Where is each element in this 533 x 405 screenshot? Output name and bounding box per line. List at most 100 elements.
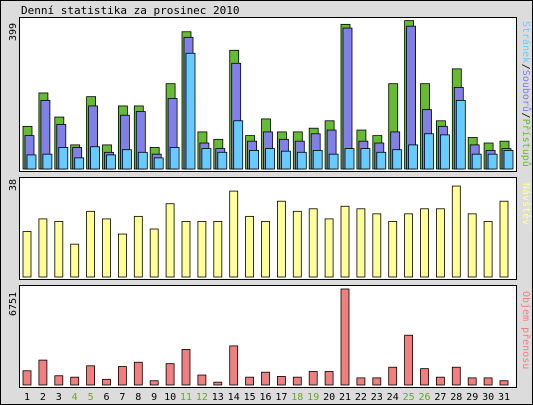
x-tick-label-2: 2 bbox=[40, 392, 46, 403]
bar-Návštěv-15 bbox=[245, 215, 255, 278]
bar-Návštěv-23 bbox=[372, 213, 382, 278]
bar-Návštěv-13 bbox=[213, 221, 223, 278]
bar-Návštěv-29 bbox=[467, 213, 477, 278]
x-tick-label-3: 3 bbox=[56, 392, 62, 403]
bar-Objem přenosu-4 bbox=[70, 376, 80, 386]
bar-Stránek-17 bbox=[280, 150, 291, 170]
bar-Objem přenosu-5 bbox=[86, 365, 95, 386]
bar-Objem přenosu-23 bbox=[372, 377, 382, 386]
bar-Návštěv-3 bbox=[54, 221, 64, 278]
bar-Návštěv-14 bbox=[229, 190, 239, 278]
bar-Objem přenosu-11 bbox=[181, 349, 191, 386]
x-tick-label-1: 1 bbox=[24, 392, 30, 403]
bar-Objem přenosu-1 bbox=[22, 370, 32, 386]
bar-Objem přenosu-13 bbox=[213, 381, 223, 386]
bar-Objem přenosu-3 bbox=[54, 375, 64, 386]
bar-Stránek-9 bbox=[153, 157, 164, 170]
bar-Návštěv-10 bbox=[165, 203, 175, 278]
legend-separator: / bbox=[520, 113, 531, 119]
bar-Stránek-7 bbox=[122, 149, 132, 170]
x-tick-label-11: 11 bbox=[180, 392, 192, 403]
bar-Objem přenosu-2 bbox=[38, 359, 48, 386]
bar-Objem přenosu-12 bbox=[197, 374, 207, 386]
bar-Návštěv-5 bbox=[86, 210, 95, 278]
x-tick-label-9: 9 bbox=[151, 392, 157, 403]
bar-Návštěv-20 bbox=[324, 218, 334, 278]
x-tick-label-26: 26 bbox=[418, 392, 430, 403]
bar-Stránek-24 bbox=[392, 149, 403, 170]
x-tick-label-16: 16 bbox=[259, 392, 271, 403]
x-tick-label-23: 23 bbox=[371, 392, 383, 403]
bar-Stránek-29 bbox=[471, 153, 482, 170]
x-tick-label-25: 25 bbox=[403, 392, 415, 403]
bar-Objem přenosu-31 bbox=[499, 380, 509, 386]
bar-Stránek-15 bbox=[249, 150, 260, 170]
bar-Objem přenosu-6 bbox=[102, 378, 111, 386]
x-tick-label-22: 22 bbox=[355, 392, 367, 403]
bar-Stránek-22 bbox=[360, 148, 371, 170]
y-max-label-activity: 399 bbox=[8, 23, 19, 41]
bar-Stránek-5 bbox=[90, 146, 100, 170]
bar-Návštěv-6 bbox=[102, 218, 111, 278]
bar-Objem přenosu-30 bbox=[483, 377, 493, 386]
x-tick-label-10: 10 bbox=[164, 392, 176, 403]
x-tick-label-31: 31 bbox=[498, 392, 510, 403]
bar-Stránek-27 bbox=[439, 134, 450, 170]
bar-Stránek-30 bbox=[487, 153, 498, 170]
x-tick-label-8: 8 bbox=[135, 392, 141, 403]
bar-Objem přenosu-9 bbox=[149, 380, 159, 386]
bar-Stránek-16 bbox=[265, 148, 275, 170]
bar-Návštěv-30 bbox=[483, 221, 493, 278]
x-tick-label-17: 17 bbox=[275, 392, 287, 403]
bar-Návštěv-25 bbox=[404, 213, 414, 278]
y-max-label-visits: 38 bbox=[8, 179, 19, 191]
bar-Stránek-18 bbox=[296, 151, 307, 170]
bar-Objem přenosu-27 bbox=[435, 376, 445, 386]
bar-Objem přenosu-18 bbox=[292, 376, 302, 386]
bar-Návštěv-24 bbox=[388, 221, 398, 278]
bar-Návštěv-16 bbox=[261, 221, 270, 278]
bar-Objem přenosu-21 bbox=[340, 288, 350, 386]
bar-Návštěv-9 bbox=[149, 228, 159, 278]
x-tick-label-4: 4 bbox=[72, 392, 78, 403]
bar-Objem přenosu-20 bbox=[324, 371, 334, 386]
x-tick-label-6: 6 bbox=[103, 392, 109, 403]
bar-Objem přenosu-17 bbox=[276, 376, 286, 386]
bar-Objem přenosu-14 bbox=[229, 345, 239, 386]
x-tick-label-14: 14 bbox=[228, 392, 240, 403]
bar-Stránek-2 bbox=[42, 153, 53, 170]
bar-Objem přenosu-19 bbox=[308, 371, 318, 386]
bar-Stránek-10 bbox=[169, 147, 180, 170]
bar-Objem přenosu-26 bbox=[420, 368, 429, 386]
bar-Stránek-28 bbox=[455, 99, 466, 170]
bar-Návštěv-26 bbox=[420, 208, 429, 278]
bar-Návštěv-2 bbox=[38, 218, 48, 278]
bar-Objem přenosu-29 bbox=[467, 377, 477, 386]
legend-visits: Návštěv bbox=[520, 183, 532, 225]
legend-separator: / bbox=[520, 64, 531, 70]
panel-traffic bbox=[19, 285, 517, 388]
bar-Návštěv-17 bbox=[276, 200, 286, 278]
x-tick-label-21: 21 bbox=[339, 392, 351, 403]
bar-Stránek-14 bbox=[233, 120, 244, 170]
y-max-label-traffic: 6751 bbox=[8, 292, 19, 316]
x-tick-label-30: 30 bbox=[482, 392, 494, 403]
x-tick-label-12: 12 bbox=[196, 392, 208, 403]
bar-Stránek-13 bbox=[217, 151, 228, 170]
bar-Návštěv-19 bbox=[308, 208, 318, 278]
bar-Objem přenosu-10 bbox=[165, 363, 175, 386]
bar-Objem přenosu-28 bbox=[451, 366, 461, 386]
bar-Stránek-21 bbox=[344, 148, 355, 170]
bar-Objem přenosu-22 bbox=[356, 377, 366, 386]
bar-Stránek-11 bbox=[185, 52, 196, 170]
x-tick-label-27: 27 bbox=[434, 392, 446, 403]
bar-Objem přenosu-7 bbox=[118, 366, 127, 386]
bar-Stránek-8 bbox=[137, 151, 148, 170]
bar-Návštěv-18 bbox=[292, 210, 302, 278]
bar-Návštěv-1 bbox=[22, 231, 32, 278]
bar-Návštěv-7 bbox=[118, 233, 127, 278]
bar-Návštěv-28 bbox=[451, 185, 461, 278]
legend-Stránek: Stránek bbox=[520, 21, 532, 63]
x-tick-label-5: 5 bbox=[88, 392, 94, 403]
